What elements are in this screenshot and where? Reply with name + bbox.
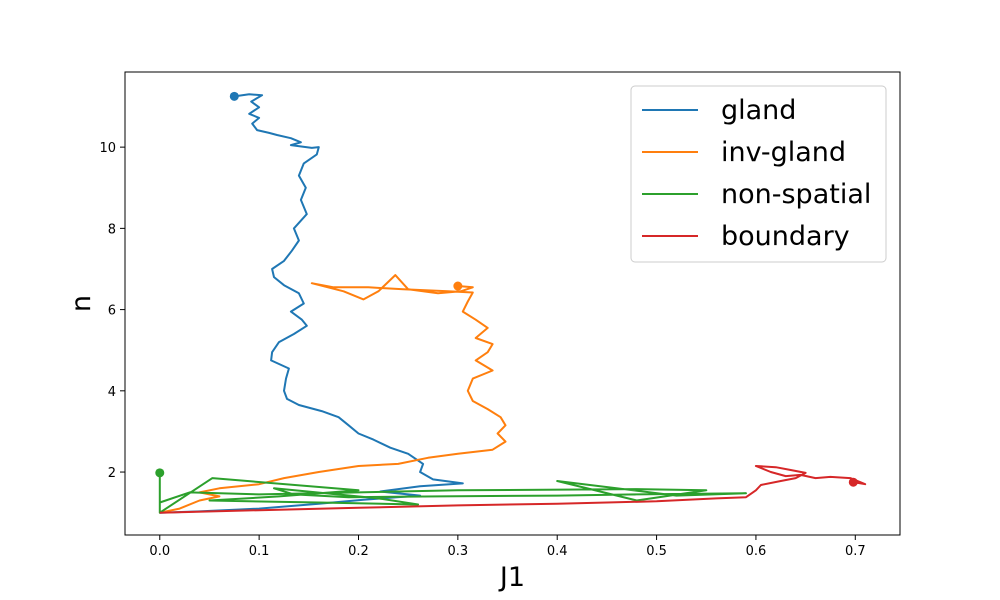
x-tick-label: 0.4 — [547, 544, 568, 559]
series-start-marker-non-spatial — [155, 468, 165, 478]
series-start-marker-inv-gland — [453, 281, 463, 291]
legend-label-gland: gland — [721, 95, 796, 126]
legend-label-non-spatial: non-spatial — [721, 179, 871, 210]
series-line-inv-gland — [159, 274, 507, 514]
x-axis: 0.0 0.1 0.2 0.3 0.4 0.5 0.6 0.7 — [149, 535, 866, 559]
legend-label-boundary: boundary — [721, 221, 850, 252]
series-start-marker-boundary — [848, 477, 858, 487]
y-axis-title: n — [66, 295, 97, 312]
x-tick-label: 0.5 — [646, 544, 667, 559]
legend-box — [630, 85, 887, 263]
x-axis-title: J1 — [498, 562, 525, 593]
series-line-gland — [159, 93, 464, 514]
legend-label-inv-gland: inv-gland — [721, 137, 846, 168]
x-tick-label: 0.6 — [746, 544, 767, 559]
x-tick-label: 0.1 — [249, 544, 270, 559]
series-start-marker-gland — [229, 91, 239, 101]
series-line-boundary — [159, 465, 867, 514]
y-tick-label: 2 — [108, 466, 116, 481]
plot-frame — [124, 71, 901, 536]
y-tick-label: 10 — [99, 141, 116, 156]
x-tick-label: 0.3 — [448, 544, 469, 559]
series-layer — [155, 91, 867, 514]
y-tick-label: 8 — [108, 222, 116, 237]
series-line-non-spatial — [158, 472, 747, 514]
y-axis: 2 4 6 8 10 — [99, 141, 125, 481]
x-tick-label: 0.7 — [845, 544, 866, 559]
y-tick-label: 6 — [108, 304, 116, 319]
x-tick-label: 0.2 — [348, 544, 369, 559]
x-tick-label: 0.0 — [149, 544, 170, 559]
y-tick-label: 4 — [108, 385, 116, 400]
legend: gland inv-gland non-spatial boundary — [630, 85, 887, 263]
